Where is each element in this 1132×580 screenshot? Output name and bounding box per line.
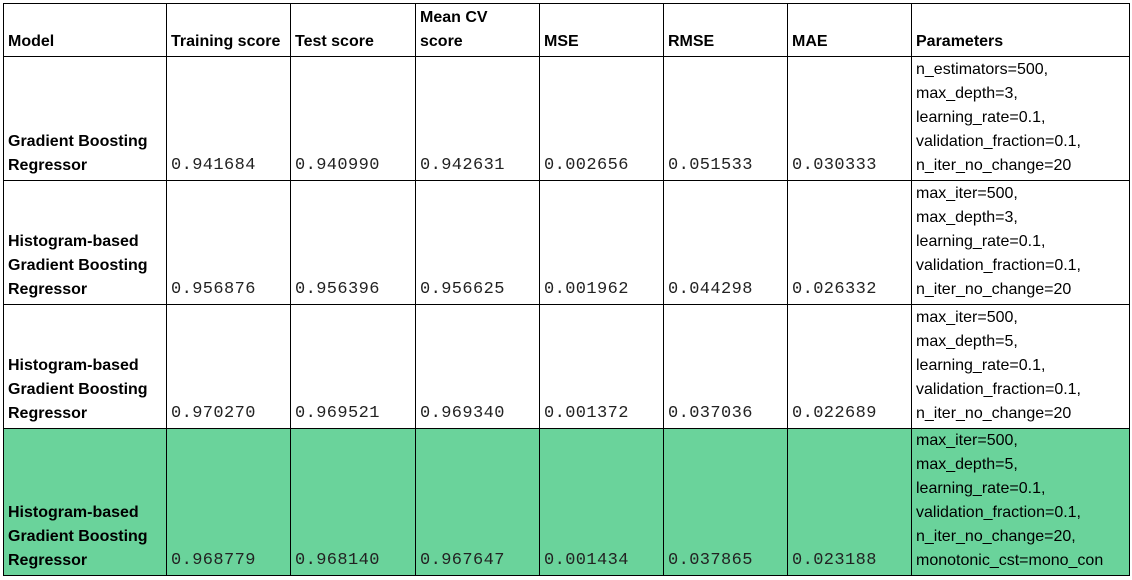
model-name-line: Regressor xyxy=(8,552,88,569)
model-name-line: Gradient Boosting xyxy=(8,133,148,150)
model-name-line: Gradient Boosting xyxy=(8,257,148,274)
table-row: Histogram-based Gradient Boosting Regres… xyxy=(3,304,1130,429)
parameter-line: learning_rate=0.1, xyxy=(916,480,1046,497)
header-row: Model Training score Test score Mean CV … xyxy=(3,3,1130,57)
header-mse: MSE xyxy=(539,3,664,57)
mean-cv-score-cell: 0.969340 xyxy=(415,304,540,429)
parameter-line: validation_fraction=0.1, xyxy=(916,504,1081,521)
model-name-cell: Histogram-based Gradient Boosting Regres… xyxy=(3,304,167,429)
parameter-line: learning_rate=0.1, xyxy=(916,357,1046,374)
parameter-line: validation_fraction=0.1, xyxy=(916,381,1081,398)
mae-cell: 0.030333 xyxy=(787,56,912,181)
rmse-cell: 0.037036 xyxy=(663,304,788,429)
parameter-line: n_iter_no_change=20, xyxy=(916,528,1076,545)
header-model: Model xyxy=(3,3,167,57)
model-name-line: Histogram-based xyxy=(8,233,139,250)
test-score-cell: 0.969521 xyxy=(290,304,416,429)
parameter-line: n_estimators=500, xyxy=(916,61,1049,78)
training-score-cell: 0.970270 xyxy=(166,304,291,429)
model-name-line: Regressor xyxy=(8,157,88,174)
parameter-line: n_iter_no_change=20 xyxy=(916,281,1072,298)
header-training-score: Training score xyxy=(166,3,291,57)
table-row: Gradient Boosting Regressor 0.941684 0.9… xyxy=(3,56,1130,181)
parameter-line: validation_fraction=0.1, xyxy=(916,133,1081,150)
model-name-line: Gradient Boosting xyxy=(8,528,148,545)
results-table: Model Training score Test score Mean CV … xyxy=(3,3,1130,576)
mae-cell: 0.023188 xyxy=(787,428,912,576)
test-score-cell: 0.968140 xyxy=(290,428,416,576)
parameter-line: n_iter_no_change=20 xyxy=(916,157,1072,174)
mse-cell: 0.002656 xyxy=(539,56,664,181)
header-mae: MAE xyxy=(787,3,912,57)
header-mean-cv-line: Mean CV xyxy=(420,9,488,26)
mse-cell: 0.001372 xyxy=(539,304,664,429)
header-rmse: RMSE xyxy=(663,3,788,57)
model-name-cell: Histogram-based Gradient Boosting Regres… xyxy=(3,180,167,305)
parameters-cell: max_iter=500, max_depth=5, learning_rate… xyxy=(911,428,1130,576)
training-score-cell: 0.941684 xyxy=(166,56,291,181)
parameter-line: learning_rate=0.1, xyxy=(916,109,1046,126)
training-score-cell: 0.968779 xyxy=(166,428,291,576)
mae-cell: 0.022689 xyxy=(787,304,912,429)
model-name-line: Regressor xyxy=(8,405,88,422)
mse-cell: 0.001434 xyxy=(539,428,664,576)
parameter-line: validation_fraction=0.1, xyxy=(916,257,1081,274)
mse-cell: 0.001962 xyxy=(539,180,664,305)
parameter-line: max_depth=5, xyxy=(916,333,1018,350)
header-test-score: Test score xyxy=(290,3,416,57)
test-score-cell: 0.940990 xyxy=(290,56,416,181)
model-name-cell: Histogram-based Gradient Boosting Regres… xyxy=(3,428,167,576)
model-name-line: Histogram-based xyxy=(8,504,139,521)
parameter-line: monotonic_cst=mono_con xyxy=(916,552,1104,569)
training-score-cell: 0.956876 xyxy=(166,180,291,305)
parameter-line: max_iter=500, xyxy=(916,309,1018,326)
model-name-line: Histogram-based xyxy=(8,357,139,374)
parameter-line: learning_rate=0.1, xyxy=(916,233,1046,250)
rmse-cell: 0.051533 xyxy=(663,56,788,181)
mean-cv-score-cell: 0.967647 xyxy=(415,428,540,576)
parameter-line: max_iter=500, xyxy=(916,185,1018,202)
mean-cv-score-cell: 0.942631 xyxy=(415,56,540,181)
table-row: Histogram-based Gradient Boosting Regres… xyxy=(3,180,1130,305)
parameter-line: max_depth=3, xyxy=(916,209,1018,226)
parameter-line: n_iter_no_change=20 xyxy=(916,405,1072,422)
rmse-cell: 0.044298 xyxy=(663,180,788,305)
model-name-line: Regressor xyxy=(8,281,88,298)
parameter-line: max_iter=500, xyxy=(916,432,1018,449)
parameters-cell: n_estimators=500, max_depth=3, learning_… xyxy=(911,56,1130,181)
model-name-line: Gradient Boosting xyxy=(8,381,148,398)
test-score-cell: 0.956396 xyxy=(290,180,416,305)
mean-cv-score-cell: 0.956625 xyxy=(415,180,540,305)
header-mean-cv-line: score xyxy=(420,33,463,50)
parameter-line: max_depth=3, xyxy=(916,85,1018,102)
table-row-highlighted: Histogram-based Gradient Boosting Regres… xyxy=(3,428,1130,576)
model-name-cell: Gradient Boosting Regressor xyxy=(3,56,167,181)
mae-cell: 0.026332 xyxy=(787,180,912,305)
rmse-cell: 0.037865 xyxy=(663,428,788,576)
parameters-cell: max_iter=500, max_depth=3, learning_rate… xyxy=(911,180,1130,305)
parameter-line: max_depth=5, xyxy=(916,456,1018,473)
header-parameters: Parameters xyxy=(911,3,1130,57)
parameters-cell: max_iter=500, max_depth=5, learning_rate… xyxy=(911,304,1130,429)
header-mean-cv-score: Mean CV score xyxy=(415,3,540,57)
